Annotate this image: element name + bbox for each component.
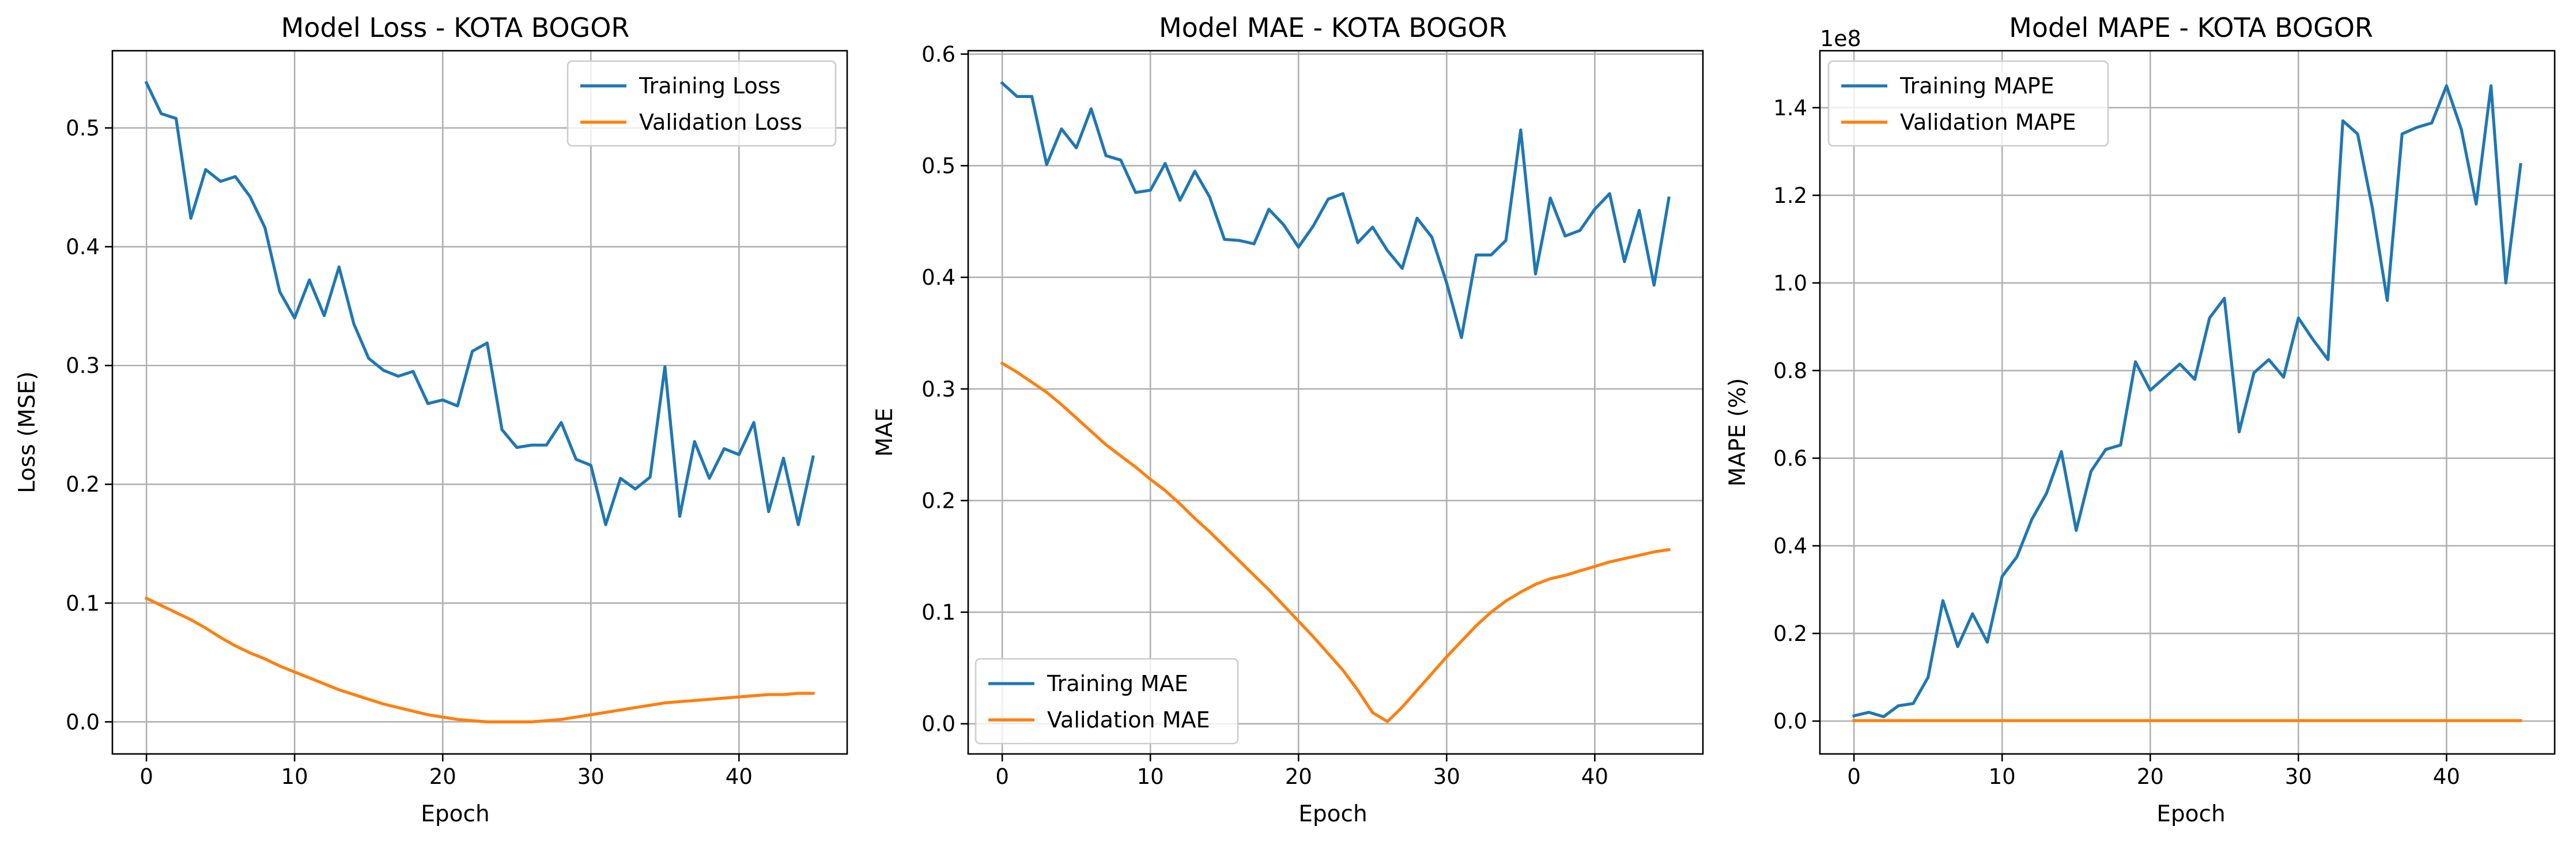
x-tick-label: 40 <box>1581 764 1608 789</box>
chart-loss-ticks: 0 10 20 30 40 0.0 0.1 0.2 0.3 0.4 0.5 <box>66 116 753 789</box>
y-tick-label: 0.2 <box>66 472 100 497</box>
y-tick-label: 0.2 <box>1773 621 1807 646</box>
y-tick-label: 0.0 <box>1773 709 1807 734</box>
chart-loss-ylabel: Loss (MSE) <box>14 371 40 493</box>
chart-loss-legend: Training Loss Validation Loss <box>566 60 837 147</box>
series-line-validation <box>144 596 815 724</box>
y-tick-label: 0.4 <box>921 265 955 290</box>
chart-mape-y-offset-label: 1e8 <box>1820 26 1861 51</box>
chart-mae-xlabel: Epoch <box>1298 801 1367 827</box>
chart-loss-series <box>144 81 815 724</box>
chart-mae-ylabel: MAE <box>872 408 898 457</box>
legend-box <box>975 658 1239 745</box>
legend-label: Training Loss <box>639 73 780 99</box>
y-tick-label: 1.4 <box>1773 96 1807 120</box>
chart-mae-frame <box>967 50 1704 755</box>
chart-mape: Model MAPE - KOTA BOGOR Epoch MAPE (%) 1… <box>1725 12 2556 827</box>
series-line-training <box>1000 81 1671 339</box>
x-tick-label: 30 <box>2285 764 2312 789</box>
x-tick-label: 0 <box>1847 764 1861 789</box>
x-tick-label: 40 <box>726 764 753 789</box>
y-tick-label: 0.6 <box>1773 446 1807 471</box>
y-tick-label: 0.2 <box>921 488 955 513</box>
y-tick-label: 0.4 <box>1773 534 1807 559</box>
series-line-training <box>1852 84 2522 719</box>
chart-loss-title: Model Loss - KOTA BOGOR <box>281 12 630 43</box>
x-tick-label: 0 <box>139 764 153 789</box>
y-tick-label: 0.5 <box>66 116 100 141</box>
x-tick-label: 10 <box>1989 764 2016 789</box>
y-tick-label: 0.1 <box>921 600 955 625</box>
chart-loss-xlabel: Epoch <box>421 801 489 827</box>
chart-mape-title: Model MAPE - KOTA BOGOR <box>2009 12 2373 43</box>
chart-mae-grid <box>968 51 1703 754</box>
chart-mae-legend: Training MAE Validation MAE <box>975 658 1239 745</box>
x-tick-label: 0 <box>995 764 1009 789</box>
y-tick-label: 0.3 <box>921 377 955 402</box>
y-tick-label: 0.8 <box>1773 359 1807 383</box>
x-tick-label: 10 <box>281 764 308 789</box>
chart-loss-grid <box>112 51 847 754</box>
chart-mape-xlabel: Epoch <box>2156 801 2225 827</box>
x-tick-label: 20 <box>429 764 456 789</box>
series-line-training <box>144 81 815 526</box>
chart-mape-legend: Training MAPE Validation MAPE <box>1827 60 2109 147</box>
y-tick-label: 1.0 <box>1773 271 1807 296</box>
y-tick-label: 0.1 <box>66 591 100 616</box>
chart-mape-frame <box>1819 50 2556 755</box>
legend-box <box>1827 60 2109 147</box>
x-tick-label: 30 <box>577 764 605 789</box>
y-tick-label: 0.0 <box>66 710 100 734</box>
chart-mape-ticks: 0 10 20 30 40 0.0 0.2 0.4 0.6 0.8 1.0 1.2 1.4 <box>1773 96 2460 789</box>
y-tick-label: 0.0 <box>921 712 955 737</box>
chart-loss-frame <box>111 50 848 755</box>
legend-label: Validation MAE <box>1047 707 1210 733</box>
y-tick-label: 0.4 <box>66 235 100 259</box>
x-tick-label: 20 <box>2137 764 2164 789</box>
x-tick-label: 30 <box>1433 764 1460 789</box>
series-line-validation <box>1000 361 1671 723</box>
chart-mae-series <box>1000 81 1671 723</box>
legend-label: Validation Loss <box>639 110 802 135</box>
legend-label: Training MAPE <box>1899 73 2054 99</box>
legend-box <box>566 60 837 147</box>
x-tick-label: 10 <box>1137 764 1164 789</box>
chart-mae: Model MAE - KOTA BOGOR Epoch MAE 0 10 20 30… <box>872 12 1704 827</box>
y-tick-label: 0.5 <box>921 153 955 178</box>
chart-loss: Model Loss - KOTA BOGOR Epoch Loss (MSE)… <box>14 12 848 827</box>
chart-mae-title: Model MAE - KOTA BOGOR <box>1159 12 1507 43</box>
x-tick-label: 20 <box>1285 764 1312 789</box>
y-tick-label: 0.6 <box>921 42 955 67</box>
chart-mape-series <box>1852 84 2522 722</box>
y-tick-label: 1.2 <box>1773 183 1807 208</box>
x-tick-label: 40 <box>2433 764 2460 789</box>
legend-label: Training MAE <box>1047 671 1188 696</box>
y-tick-label: 0.3 <box>66 353 100 378</box>
chart-mae-ticks: 0 10 20 30 40 0.0 0.1 0.2 0.3 0.4 0.5 0.6 <box>921 42 1608 789</box>
legend-label: Validation MAPE <box>1900 110 2076 135</box>
chart-mape-ylabel: MAPE (%) <box>1725 378 1751 486</box>
